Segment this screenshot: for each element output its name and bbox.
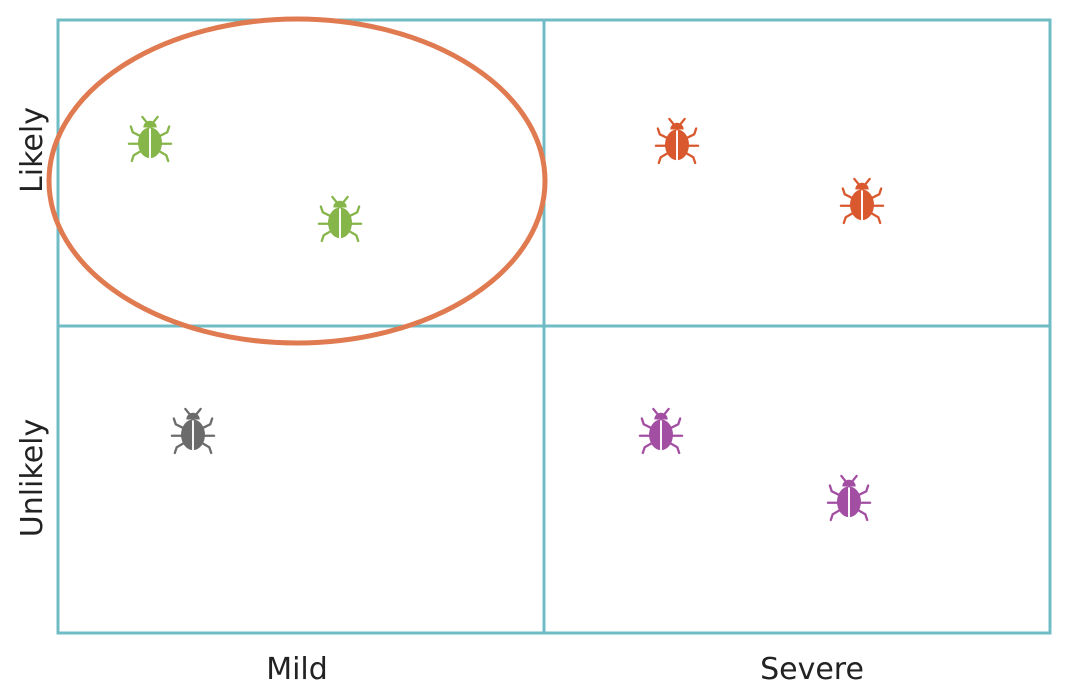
x-label: Severe bbox=[760, 652, 864, 687]
bug-icon bbox=[638, 407, 684, 455]
bug-icon bbox=[839, 177, 885, 225]
bug-icon bbox=[317, 195, 363, 243]
bugs bbox=[127, 115, 885, 522]
bug-icon bbox=[654, 117, 700, 165]
bug-icon bbox=[826, 474, 872, 522]
highlight-ellipse bbox=[46, 16, 548, 346]
y-label: Likely bbox=[15, 107, 50, 193]
bug-icon bbox=[170, 407, 216, 455]
y-label: Unlikely bbox=[15, 419, 50, 538]
bug-icon bbox=[127, 115, 173, 163]
x-label: Mild bbox=[266, 652, 328, 687]
